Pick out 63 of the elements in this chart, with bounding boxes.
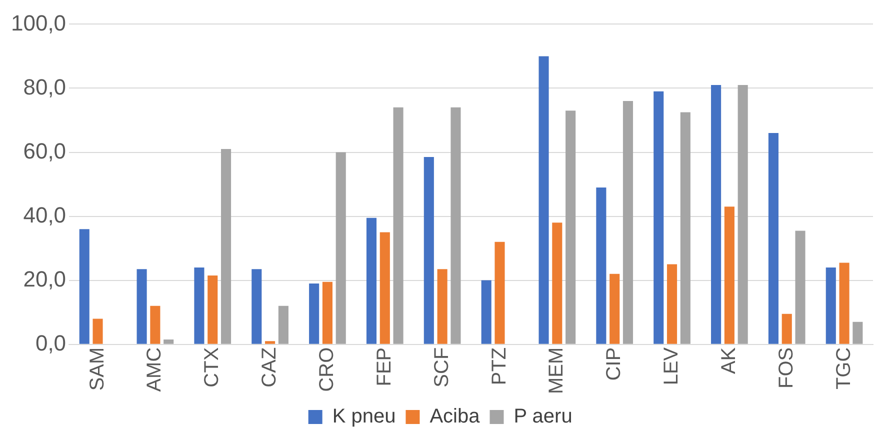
bar	[366, 218, 377, 344]
bar	[424, 157, 434, 344]
bar	[711, 85, 722, 344]
bar	[596, 187, 606, 344]
bar	[680, 112, 690, 344]
bar	[136, 269, 147, 344]
bar	[566, 110, 576, 344]
bar	[654, 91, 664, 344]
bar	[336, 152, 346, 344]
bar	[309, 284, 320, 344]
bar	[481, 280, 492, 344]
bar	[252, 269, 262, 344]
bar	[92, 318, 103, 344]
x-tick-label: AK	[718, 346, 740, 374]
bar	[666, 264, 678, 344]
legend-label: Aciba	[430, 406, 481, 428]
bar	[437, 269, 448, 344]
bar	[194, 268, 204, 344]
x-tick-label: LEV	[660, 346, 683, 386]
bar	[724, 206, 734, 344]
bar	[839, 262, 850, 344]
bar	[795, 230, 806, 344]
legend-label: P aeru	[514, 406, 572, 428]
bar	[494, 242, 505, 344]
x-tick-label: SAM	[86, 347, 108, 391]
bar	[220, 149, 232, 344]
x-tick-label: FOS	[775, 347, 798, 388]
bar	[826, 268, 836, 344]
y-tick-label: 20,0	[23, 266, 66, 292]
bar	[768, 133, 778, 344]
bar	[852, 322, 863, 344]
x-tick-label: CAZ	[258, 347, 281, 388]
bar	[322, 282, 332, 344]
bar	[782, 314, 792, 344]
y-tick-label: 40,0	[23, 202, 66, 228]
x-tick-label: CIP	[603, 347, 626, 381]
bar	[208, 276, 218, 344]
y-tick-label: 60,0	[23, 138, 66, 164]
bar	[450, 107, 461, 344]
bar	[278, 306, 288, 344]
y-tick-label: 100,0	[10, 10, 66, 36]
bar	[552, 222, 562, 344]
x-tick-label: SCF	[430, 347, 453, 388]
bar	[622, 101, 634, 344]
x-tick-label: CRO	[316, 347, 338, 392]
x-tick-label: FEP	[373, 347, 396, 386]
bar	[164, 340, 174, 344]
x-tick-label: PTZ	[488, 347, 510, 386]
x-tick-label: CTX	[201, 347, 224, 388]
bar	[265, 341, 276, 344]
bar	[393, 107, 404, 344]
bar	[738, 85, 748, 344]
x-tick-label: AMC	[144, 347, 166, 392]
bar	[79, 229, 90, 344]
legend-label: K pneu	[332, 406, 396, 428]
x-tick-label: MEM	[546, 347, 568, 394]
bar	[538, 56, 549, 344]
bar	[150, 306, 160, 344]
y-tick-label: 0,0	[35, 330, 66, 356]
bar	[380, 232, 390, 344]
x-tick-label: TGC	[832, 347, 855, 390]
y-tick-label: 80,0	[23, 74, 66, 100]
bar	[610, 274, 620, 344]
